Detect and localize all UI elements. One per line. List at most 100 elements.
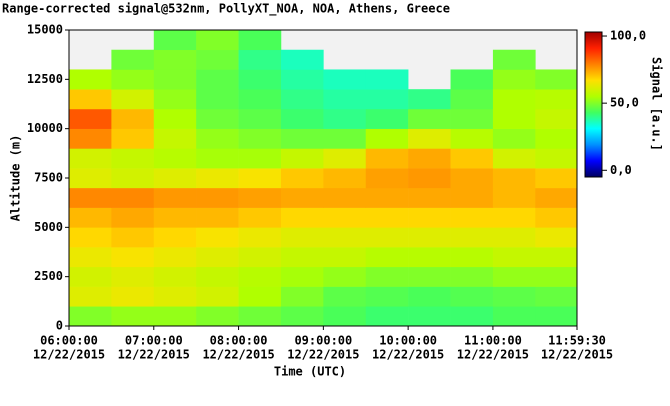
heatmap-cell — [238, 30, 282, 51]
heatmap-cell — [196, 286, 239, 307]
heatmap-cell — [450, 128, 494, 149]
heatmap-cell — [111, 148, 155, 169]
heatmap-cell — [280, 227, 324, 248]
heatmap-cell — [153, 247, 197, 268]
heatmap-cell — [323, 168, 367, 189]
y-tick-label: 12500 — [27, 72, 63, 86]
heatmap-cell — [323, 128, 367, 149]
x-tick-date: 12/22/2015 — [118, 348, 190, 362]
heatmap-cell — [535, 227, 578, 248]
heatmap-cell — [238, 89, 282, 110]
heatmap-cell — [323, 227, 367, 248]
heatmap-cell — [365, 148, 409, 169]
heatmap-cell — [280, 306, 324, 327]
heatmap-cell — [153, 148, 197, 169]
heatmap-cell — [196, 89, 239, 110]
x-tick-label: 11:00:00 — [464, 334, 522, 348]
heatmap-cell — [365, 128, 409, 149]
heatmap-cell — [196, 128, 239, 149]
y-tick-label: 15000 — [27, 23, 63, 37]
heatmap-cell — [535, 89, 578, 110]
heatmap-cell — [280, 207, 324, 228]
heatmap-cell — [196, 69, 239, 90]
heatmap-cell — [69, 69, 112, 90]
heatmap-cell — [408, 247, 451, 268]
heatmap-cell — [365, 227, 409, 248]
heatmap-cell — [238, 266, 282, 287]
heatmap-cell — [492, 108, 536, 129]
heatmap-cell — [238, 207, 282, 228]
heatmap-cell — [280, 128, 324, 149]
heatmap-cell — [153, 108, 197, 129]
heatmap-cell — [111, 108, 155, 129]
heatmap-cell — [408, 128, 451, 149]
heatmap-cell — [492, 89, 536, 110]
heatmap-cell — [492, 306, 536, 327]
heatmap-cell — [408, 168, 451, 189]
heatmap-cell — [196, 227, 239, 248]
heatmap-cell — [323, 286, 367, 307]
colorbar — [584, 31, 603, 178]
heatmap-cell — [535, 247, 578, 268]
heatmap-cell — [111, 69, 155, 90]
heatmap-cell — [492, 266, 536, 287]
heatmap-cell — [492, 227, 536, 248]
heatmap-cell — [450, 266, 494, 287]
colorbar-tick-label: 0,0 — [610, 163, 632, 177]
y-tick-label: 5000 — [34, 220, 63, 234]
heatmap-cell — [535, 187, 578, 208]
heatmap-cell — [280, 49, 324, 70]
heatmap-cell — [238, 306, 282, 327]
heatmap-cell — [408, 207, 451, 228]
heatmap-cell — [111, 306, 155, 327]
heatmap-cell — [535, 108, 578, 129]
heatmap-cell — [450, 187, 494, 208]
heatmap-cell — [69, 266, 112, 287]
heatmap-cell — [365, 207, 409, 228]
heatmap-cell — [450, 306, 494, 327]
heatmap-cell — [365, 168, 409, 189]
heatmap-cell — [408, 89, 451, 110]
heatmap-cell — [450, 89, 494, 110]
heatmap-cell — [492, 168, 536, 189]
heatmap-cell — [69, 168, 112, 189]
heatmap-cell — [535, 286, 578, 307]
heatmap-cell — [111, 128, 155, 149]
y-axis-title: Altitude (m) — [9, 135, 23, 222]
heatmap-cell — [196, 168, 239, 189]
heatmap-cell — [450, 108, 494, 129]
heatmap-cell — [280, 148, 324, 169]
heatmap-cell — [111, 266, 155, 287]
heatmap-cell — [280, 187, 324, 208]
heatmap-cell — [535, 69, 578, 90]
heatmap-cell — [111, 89, 155, 110]
heatmap-cell — [450, 69, 494, 90]
heatmap-cell — [408, 306, 451, 327]
heatmap-cell — [111, 187, 155, 208]
heatmap-cell — [153, 89, 197, 110]
heatmap-cell — [196, 306, 239, 327]
heatmap-cell — [153, 69, 197, 90]
heatmap-cell — [450, 247, 494, 268]
heatmap-cell — [323, 306, 367, 327]
heatmap-cell — [323, 207, 367, 228]
heatmap-cell — [238, 187, 282, 208]
heatmap-cell — [323, 187, 367, 208]
x-axis-title: Time (UTC) — [274, 365, 346, 379]
heatmap-cell — [323, 247, 367, 268]
heatmap-cell — [492, 207, 536, 228]
heatmap-cell — [196, 187, 239, 208]
heatmap-cell — [69, 247, 112, 268]
heatmap-cell — [111, 168, 155, 189]
heatmap-cell — [365, 247, 409, 268]
heatmap-cell — [238, 168, 282, 189]
heatmap-cell — [280, 266, 324, 287]
heatmap-cell — [238, 247, 282, 268]
heatmap-cell — [535, 148, 578, 169]
heatmap-cell — [323, 69, 367, 90]
heatmap-cell — [323, 108, 367, 129]
x-tick-date: 12/22/2015 — [372, 348, 444, 362]
x-tick-label: 08:00:00 — [210, 334, 268, 348]
heatmap-cell — [323, 266, 367, 287]
